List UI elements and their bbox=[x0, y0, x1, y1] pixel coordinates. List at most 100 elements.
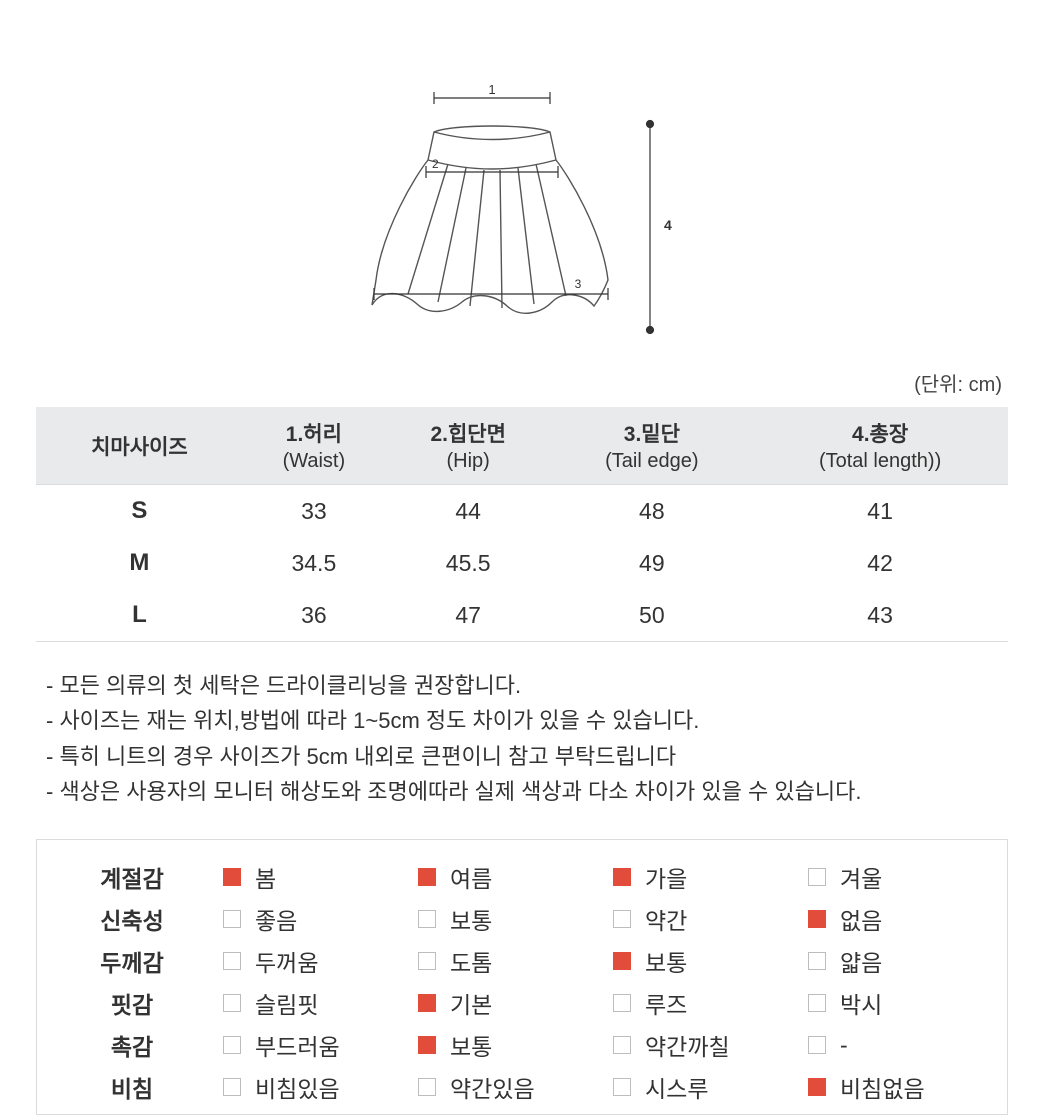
attr-option-text: 좋음 bbox=[255, 902, 297, 936]
size-value: 49 bbox=[551, 537, 752, 589]
attr-option-text: 두꺼움 bbox=[255, 944, 318, 978]
checkbox-checked-icon bbox=[808, 910, 826, 928]
attr-option: 부드러움 bbox=[217, 1024, 412, 1066]
size-header-label: 치마사이즈 bbox=[36, 407, 243, 485]
checkbox-checked-icon bbox=[613, 868, 631, 886]
attr-option: 없음 bbox=[802, 898, 997, 940]
attr-option: 도톰 bbox=[412, 940, 607, 982]
note-line: - 색상은 사용자의 모니터 해상도와 조명에따라 실제 색상과 다소 차이가 … bbox=[46, 774, 998, 809]
attr-option: 두꺼움 bbox=[217, 940, 412, 982]
attr-label: 신축성 bbox=[47, 898, 217, 940]
checkbox-unchecked-icon bbox=[808, 868, 826, 886]
size-header-col-2: 2.힙단면(Hip) bbox=[385, 407, 552, 485]
attr-row: 핏감슬림핏기본루즈박시 bbox=[47, 982, 997, 1024]
checkbox-unchecked-icon bbox=[808, 1036, 826, 1054]
attr-row: 신축성 좋음 보통 약간 없음 bbox=[47, 898, 997, 940]
size-label: M bbox=[36, 537, 243, 589]
checkbox-unchecked-icon bbox=[613, 994, 631, 1012]
size-value: 44 bbox=[385, 485, 552, 538]
unit-label: (단위: cm) bbox=[36, 360, 1008, 407]
checkbox-unchecked-icon bbox=[613, 1036, 631, 1054]
size-table: 치마사이즈 1.허리(Waist) 2.힙단면(Hip) 3.밑단(Tail e… bbox=[36, 407, 1008, 642]
attr-option-text: 도톰 bbox=[450, 944, 492, 978]
notes-section: - 모든 의류의 첫 세탁은 드라이클리닝을 권장합니다.- 사이즈는 재는 위… bbox=[36, 642, 1008, 839]
checkbox-unchecked-icon bbox=[223, 1036, 241, 1054]
attr-label: 비침 bbox=[47, 1066, 217, 1108]
attr-option: 보통 bbox=[412, 1024, 607, 1066]
attr-option: 여름 bbox=[412, 856, 607, 898]
checkbox-checked-icon bbox=[418, 994, 436, 1012]
diagram-label-3: 3 bbox=[575, 277, 582, 291]
table-row: M34.545.54942 bbox=[36, 537, 1008, 589]
attr-option-text: 약간까칠 bbox=[645, 1028, 730, 1062]
attr-option: 좋음 bbox=[217, 898, 412, 940]
checkbox-checked-icon bbox=[613, 952, 631, 970]
table-row: L36475043 bbox=[36, 589, 1008, 642]
size-value: 36 bbox=[243, 589, 385, 642]
checkbox-unchecked-icon bbox=[808, 994, 826, 1012]
attr-option-text: 겨울 bbox=[840, 860, 882, 894]
note-line: - 특히 니트의 경우 사이즈가 5cm 내외로 큰편이니 참고 부탁드립니다 bbox=[46, 739, 998, 774]
attr-option: 보통 bbox=[607, 940, 802, 982]
attr-option-text: 봄 bbox=[255, 860, 276, 894]
attr-option: 약간있음 bbox=[412, 1066, 607, 1108]
attr-option: 슬림핏 bbox=[217, 982, 412, 1024]
attr-option-text: 기본 bbox=[450, 986, 492, 1020]
attr-option: 기본 bbox=[412, 982, 607, 1024]
attr-option-text: 보통 bbox=[450, 1028, 492, 1062]
attr-option-text: 비침없음 bbox=[840, 1070, 925, 1104]
attr-option-text: - bbox=[840, 1032, 848, 1059]
attr-option: 약간 bbox=[607, 898, 802, 940]
checkbox-unchecked-icon bbox=[418, 952, 436, 970]
checkbox-checked-icon bbox=[418, 868, 436, 886]
attr-row: 계절감 봄 여름 가을 겨울 bbox=[47, 856, 997, 898]
attr-option: 얇음 bbox=[802, 940, 997, 982]
size-header-col-3: 3.밑단(Tail edge) bbox=[551, 407, 752, 485]
checkbox-unchecked-icon bbox=[418, 1078, 436, 1096]
size-value: 33 bbox=[243, 485, 385, 538]
attr-option-text: 시스루 bbox=[645, 1070, 708, 1104]
attr-option: 보통 bbox=[412, 898, 607, 940]
attr-option-text: 얇음 bbox=[840, 944, 882, 978]
size-value: 34.5 bbox=[243, 537, 385, 589]
checkbox-unchecked-icon bbox=[223, 1078, 241, 1096]
size-value: 50 bbox=[551, 589, 752, 642]
attr-option: 겨울 bbox=[802, 856, 997, 898]
size-value: 47 bbox=[385, 589, 552, 642]
attr-option: 시스루 bbox=[607, 1066, 802, 1108]
attr-option-text: 약간 bbox=[645, 902, 687, 936]
attr-option: 비침있음 bbox=[217, 1066, 412, 1108]
size-value: 42 bbox=[752, 537, 1008, 589]
attr-option: 봄 bbox=[217, 856, 412, 898]
attr-row: 비침비침있음약간있음 시스루 비침없음 bbox=[47, 1066, 997, 1108]
attr-label: 핏감 bbox=[47, 982, 217, 1024]
checkbox-checked-icon bbox=[418, 1036, 436, 1054]
skirt-diagram: 1 2 3 4 bbox=[36, 0, 1008, 360]
size-value: 45.5 bbox=[385, 537, 552, 589]
attr-option-text: 가을 bbox=[645, 860, 687, 894]
attr-option: - bbox=[802, 1024, 997, 1066]
attr-label: 촉감 bbox=[47, 1024, 217, 1066]
attr-label: 계절감 bbox=[47, 856, 217, 898]
attr-row: 촉감부드러움 보통 약간까칠 - bbox=[47, 1024, 997, 1066]
size-value: 48 bbox=[551, 485, 752, 538]
attr-option: 비침없음 bbox=[802, 1066, 997, 1108]
attr-label: 두께감 bbox=[47, 940, 217, 982]
attr-option-text: 없음 bbox=[840, 902, 882, 936]
attr-option-text: 루즈 bbox=[645, 986, 687, 1020]
checkbox-checked-icon bbox=[223, 868, 241, 886]
attr-option-text: 여름 bbox=[450, 860, 492, 894]
attr-row: 두께감 두꺼움 도톰 보통 얇음 bbox=[47, 940, 997, 982]
checkbox-unchecked-icon bbox=[418, 910, 436, 928]
attr-option-text: 보통 bbox=[645, 944, 687, 978]
size-value: 41 bbox=[752, 485, 1008, 538]
checkbox-checked-icon bbox=[808, 1078, 826, 1096]
note-line: - 사이즈는 재는 위치,방법에 따라 1~5cm 정도 차이가 있을 수 있습… bbox=[46, 703, 998, 738]
size-label: S bbox=[36, 485, 243, 538]
size-header-col-1: 1.허리(Waist) bbox=[243, 407, 385, 485]
attributes-box: 계절감봄여름가을겨울신축성좋음보통약간없음두께감두꺼움도톰보통얇음핏감슬림핏기본… bbox=[36, 839, 1008, 1115]
checkbox-unchecked-icon bbox=[613, 1078, 631, 1096]
diagram-label-2: 2 bbox=[432, 157, 439, 171]
diagram-label-1: 1 bbox=[488, 82, 495, 97]
checkbox-unchecked-icon bbox=[223, 910, 241, 928]
